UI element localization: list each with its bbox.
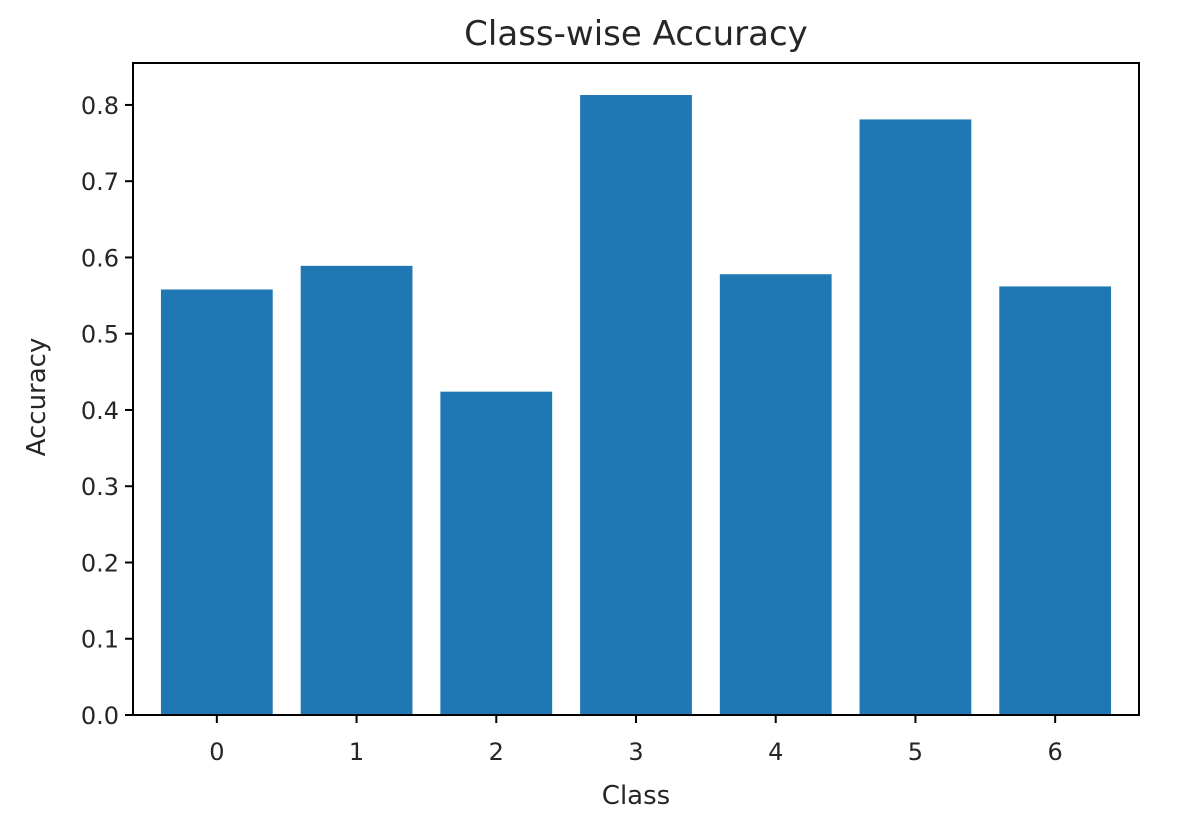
y-axis-ticks: 0.0 0.1 0.2 0.3 0.4 0.5 0.6 0.7 0.8	[81, 92, 133, 730]
y-tick-label: 0.8	[81, 92, 119, 120]
y-tick-label: 0.4	[81, 397, 119, 425]
x-axis-ticks: 0 1 2 3 4 5 6	[209, 715, 1063, 766]
bar-5	[859, 119, 972, 715]
bar-4	[719, 274, 832, 715]
y-tick-label: 0.1	[81, 626, 119, 654]
bar-2	[440, 391, 553, 715]
bars	[160, 95, 1112, 715]
x-tick-label: 1	[349, 738, 364, 766]
x-tick-label: 5	[908, 738, 923, 766]
x-tick-label: 6	[1048, 738, 1063, 766]
y-tick-label: 0.0	[81, 702, 119, 730]
y-tick-label: 0.3	[81, 473, 119, 501]
x-tick-label: 2	[489, 738, 504, 766]
bar-0	[160, 289, 273, 715]
x-tick-label: 4	[768, 738, 783, 766]
chart-title: Class-wise Accuracy	[464, 14, 808, 54]
bar-3	[580, 95, 692, 715]
y-tick-label: 0.6	[81, 244, 119, 272]
bar-1	[300, 265, 413, 715]
bar-6	[999, 286, 1112, 715]
x-axis-label: Class	[602, 781, 670, 811]
x-tick-label: 0	[209, 738, 224, 766]
y-tick-label: 0.7	[81, 168, 119, 196]
x-tick-label: 3	[628, 738, 643, 766]
y-tick-label: 0.2	[81, 549, 119, 577]
y-tick-label: 0.5	[81, 321, 119, 349]
y-axis-label: Accuracy	[22, 338, 52, 457]
